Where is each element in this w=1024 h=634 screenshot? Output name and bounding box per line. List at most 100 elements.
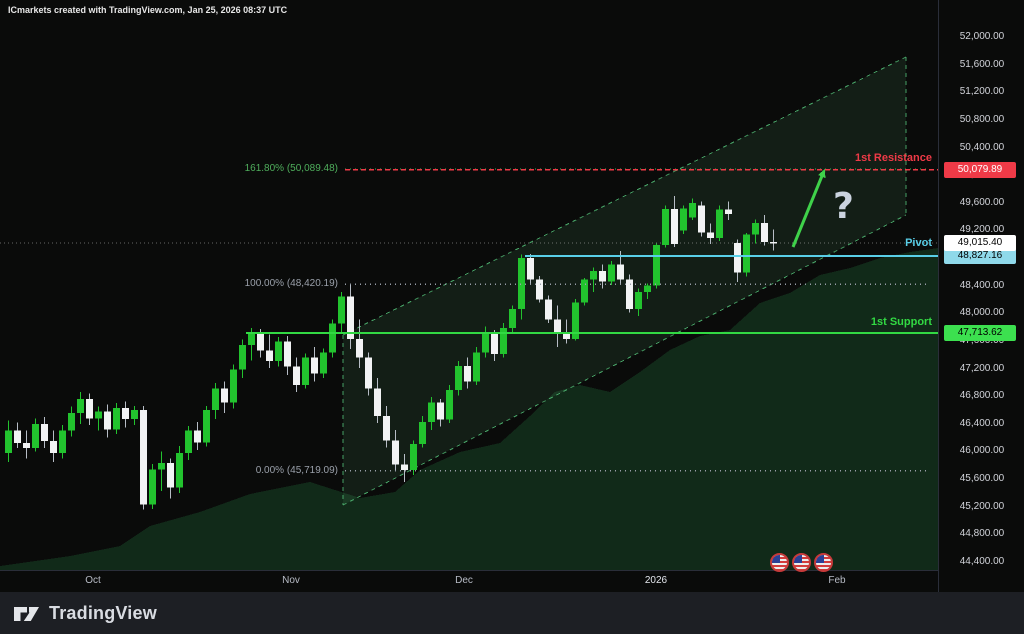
candlestick-chart-plot[interactable]: ? 1st Resistance Pivot 1st Support 161.80% … xyxy=(0,0,938,572)
candlestick xyxy=(527,258,534,280)
candlestick xyxy=(356,338,363,358)
us-flag-icon[interactable] xyxy=(792,553,811,572)
brand-bar: TradingView xyxy=(0,592,1024,634)
candlestick xyxy=(374,388,381,417)
tradingview-logo-icon[interactable] xyxy=(13,604,40,623)
fib-label: 0.00% (45,719.09) xyxy=(255,464,338,476)
chart-canvas xyxy=(0,56,938,570)
candlestick xyxy=(743,234,750,273)
price-tick: 51,200.00 xyxy=(959,86,1005,98)
candlestick xyxy=(716,209,723,239)
support-label: 1st Support xyxy=(870,316,932,329)
candlestick xyxy=(428,402,435,422)
candlestick xyxy=(50,441,57,453)
candlestick xyxy=(248,333,255,346)
time-label: Nov xyxy=(282,575,300,586)
candlestick xyxy=(608,264,615,282)
candlestick xyxy=(32,423,39,449)
time-label: Dec xyxy=(455,575,473,586)
time-label: Feb xyxy=(828,575,846,586)
price-tick: 45,200.00 xyxy=(959,500,1005,512)
trend-channel-border xyxy=(342,56,907,506)
candlestick xyxy=(185,430,192,453)
pivot-label: Pivot xyxy=(905,237,932,250)
price-tick: 44,800.00 xyxy=(959,528,1005,540)
price-tick: 44,400.00 xyxy=(959,555,1005,567)
pivot-price-badge: 48,827.16 xyxy=(944,248,1016,265)
candlestick xyxy=(509,309,516,328)
indicator-cloud-area xyxy=(0,248,938,570)
time-label: 2026 xyxy=(644,575,668,586)
fib-label: 161.80% (50,089.48) xyxy=(244,162,338,174)
candlestick xyxy=(536,279,543,300)
candlestick xyxy=(347,296,354,339)
candlestick xyxy=(329,323,336,353)
price-tick: 46,400.00 xyxy=(959,417,1005,429)
candlestick xyxy=(230,369,237,403)
candlestick xyxy=(662,209,669,245)
candlestick xyxy=(320,352,327,374)
candlestick xyxy=(140,410,147,505)
support-price-badge: 47,713.62 xyxy=(944,325,1016,342)
resistance-price-badge: 50,079.89 xyxy=(944,161,1016,178)
time-label: Oct xyxy=(85,575,101,586)
candlestick xyxy=(257,333,264,351)
candlestick xyxy=(14,430,21,444)
us-flag-icon[interactable] xyxy=(770,553,789,572)
candlestick xyxy=(770,242,777,244)
candlestick xyxy=(131,410,138,420)
price-tick: 46,000.00 xyxy=(959,445,1005,457)
time-axis[interactable]: Oct Nov Dec 2026 Feb xyxy=(0,570,938,593)
candlestick xyxy=(473,352,480,382)
candlestick xyxy=(275,341,282,361)
candlestick xyxy=(338,296,345,324)
candlestick xyxy=(239,345,246,370)
price-tick: 52,000.00 xyxy=(959,31,1005,42)
candlestick xyxy=(491,333,498,355)
last-price-badge: 49,015.40 xyxy=(944,235,1016,252)
candlestick xyxy=(707,232,714,239)
candlestick xyxy=(563,334,570,339)
candlestick xyxy=(293,366,300,386)
candlestick xyxy=(59,430,66,453)
candlestick xyxy=(113,407,120,430)
candlestick xyxy=(392,440,399,465)
price-axis[interactable]: 52,000.00 51,600.00 51,200.00 50,800.00 50,4… xyxy=(938,0,1024,592)
candlestick xyxy=(545,299,552,320)
candlestick xyxy=(734,242,741,273)
candlestick xyxy=(23,443,30,449)
candlestick xyxy=(401,464,408,471)
candlestick xyxy=(626,279,633,310)
candlestick xyxy=(761,222,768,243)
candlestick xyxy=(266,350,273,361)
brand-name[interactable]: TradingView xyxy=(49,602,157,623)
candlestick xyxy=(311,357,318,374)
candlestick xyxy=(158,463,165,470)
candlestick xyxy=(518,258,525,310)
candlestick xyxy=(77,398,84,413)
candlestick xyxy=(383,416,390,441)
candlestick xyxy=(635,291,642,310)
us-flag-icon[interactable] xyxy=(814,553,833,572)
candlestick xyxy=(446,389,453,420)
candlestick xyxy=(203,410,210,443)
price-tick: 49,600.00 xyxy=(959,196,1005,208)
candlestick xyxy=(410,443,417,471)
price-tick: 50,800.00 xyxy=(959,113,1005,125)
candlestick xyxy=(698,205,705,233)
question-mark-annotation: ? xyxy=(833,186,854,227)
candlestick xyxy=(590,271,597,280)
price-tick: 45,600.00 xyxy=(959,473,1005,485)
candlestick xyxy=(437,402,444,420)
resistance-label: 1st Resistance xyxy=(854,151,932,164)
candlestick xyxy=(365,357,372,389)
candlestick xyxy=(221,388,228,403)
candlestick xyxy=(689,202,696,218)
candlestick xyxy=(644,285,651,292)
candlestick xyxy=(725,209,732,214)
candlestick xyxy=(194,430,201,443)
price-tick: 50,400.00 xyxy=(959,141,1005,153)
candlestick xyxy=(167,463,174,488)
candlestick xyxy=(581,279,588,303)
